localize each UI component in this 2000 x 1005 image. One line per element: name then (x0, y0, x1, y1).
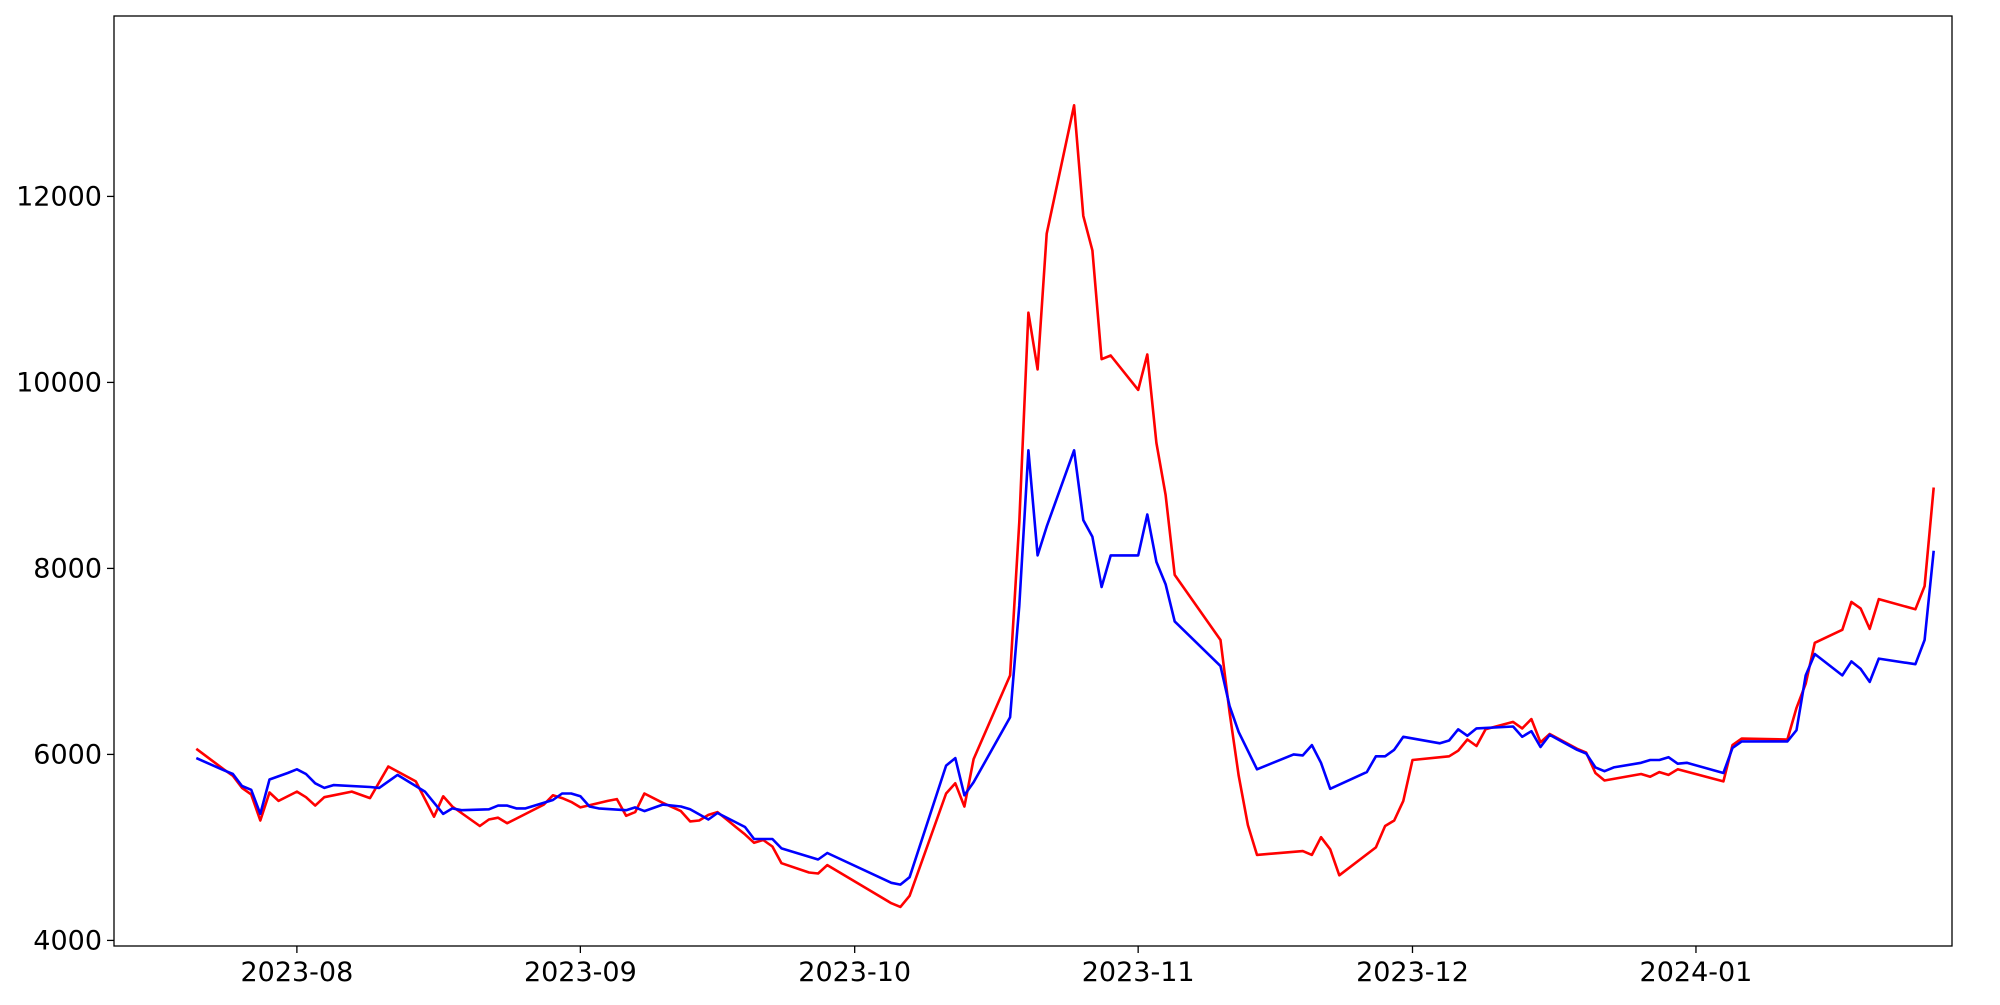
y-axis: 4000 6000 8000 10000 12000 (16, 181, 114, 956)
x-tick-label: 2023-11 (1082, 957, 1195, 988)
x-axis: 2023-08 2023-09 2023-10 2023-11 2023-12 2024-… (240, 946, 1752, 988)
x-tick-label: 2024-01 (1640, 957, 1753, 988)
y-tick-label: 12000 (16, 181, 102, 212)
series-line-1 (195, 104, 1935, 909)
x-tick-label: 2023-08 (240, 957, 353, 988)
series-line-2 (195, 448, 1935, 886)
y-tick-label: 4000 (33, 925, 102, 956)
x-tick-label: 2023-10 (798, 957, 911, 988)
plot-area-frame (113, 15, 1953, 947)
x-tick-label: 2023-12 (1356, 957, 1469, 988)
x-tick-label: 2023-09 (524, 957, 637, 988)
y-tick-label: 6000 (33, 739, 102, 770)
series-layer (195, 104, 1935, 909)
y-tick-label: 8000 (33, 553, 102, 584)
y-tick-label: 10000 (16, 367, 102, 398)
